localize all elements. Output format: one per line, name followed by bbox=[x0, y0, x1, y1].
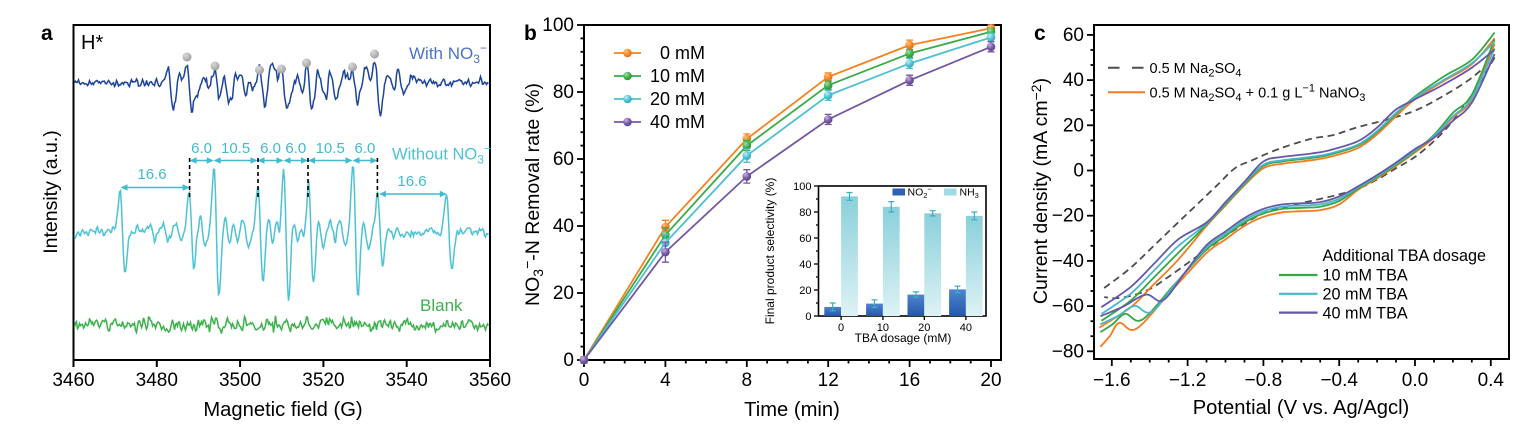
svg-text:16.6: 16.6 bbox=[137, 166, 166, 183]
svg-text:40: 40 bbox=[799, 259, 811, 271]
svg-text:20 mM TBA: 20 mM TBA bbox=[1323, 286, 1408, 304]
svg-text:0: 0 bbox=[1073, 161, 1084, 182]
svg-text:Intensity (a.u.): Intensity (a.u.) bbox=[40, 130, 62, 254]
svg-text:20: 20 bbox=[1063, 115, 1084, 136]
svg-text:−1.2: −1.2 bbox=[1169, 370, 1207, 391]
svg-text:Potential (V vs. Ag/Agcl): Potential (V vs. Ag/Agcl) bbox=[1193, 397, 1410, 419]
svg-text:−0.4: −0.4 bbox=[1320, 370, 1358, 391]
svg-text:Final product selectivity (%): Final product selectivity (%) bbox=[763, 178, 777, 325]
svg-text:4: 4 bbox=[660, 370, 671, 391]
svg-text:0 mM: 0 mM bbox=[660, 43, 705, 63]
svg-text:−60: −60 bbox=[1052, 296, 1084, 317]
svg-text:10.5: 10.5 bbox=[316, 140, 345, 157]
svg-text:3460: 3460 bbox=[52, 370, 94, 391]
svg-text:3540: 3540 bbox=[386, 370, 428, 391]
svg-text:0.5 M Na2SO4: 0.5 M Na2SO4 bbox=[1150, 61, 1242, 80]
svg-text:20: 20 bbox=[918, 322, 930, 334]
svg-text:8: 8 bbox=[742, 370, 753, 391]
svg-text:0.0: 0.0 bbox=[1402, 370, 1428, 391]
svg-text:Blank: Blank bbox=[420, 296, 463, 315]
svg-text:Time (min): Time (min) bbox=[744, 399, 840, 421]
svg-text:6.0: 6.0 bbox=[191, 140, 212, 157]
svg-text:16.6: 16.6 bbox=[397, 173, 426, 190]
svg-text:Magnetic field (G): Magnetic field (G) bbox=[203, 399, 362, 421]
svg-text:20 mM: 20 mM bbox=[650, 89, 705, 109]
svg-text:6.0: 6.0 bbox=[354, 140, 375, 157]
svg-text:Without NO3−: Without NO3− bbox=[392, 142, 491, 167]
svg-text:0: 0 bbox=[838, 322, 844, 334]
svg-text:80: 80 bbox=[799, 207, 811, 219]
svg-text:60: 60 bbox=[553, 149, 574, 170]
svg-text:60: 60 bbox=[1063, 25, 1084, 46]
svg-text:80: 80 bbox=[553, 82, 574, 103]
svg-text:10.5: 10.5 bbox=[221, 140, 250, 157]
svg-text:−0.8: −0.8 bbox=[1245, 370, 1283, 391]
svg-text:−80: −80 bbox=[1052, 341, 1084, 362]
svg-text:10 mM: 10 mM bbox=[650, 66, 705, 86]
svg-text:40: 40 bbox=[960, 322, 972, 334]
svg-text:a: a bbox=[41, 22, 53, 45]
svg-text:100: 100 bbox=[542, 15, 574, 36]
svg-text:40 mM: 40 mM bbox=[650, 112, 705, 132]
svg-text:−40: −40 bbox=[1052, 251, 1084, 272]
svg-text:60: 60 bbox=[799, 233, 811, 245]
svg-text:3520: 3520 bbox=[302, 370, 344, 391]
svg-text:3500: 3500 bbox=[219, 370, 261, 391]
svg-text:NH3: NH3 bbox=[960, 187, 979, 201]
svg-text:20: 20 bbox=[553, 283, 574, 304]
svg-text:0.4: 0.4 bbox=[1478, 370, 1505, 391]
svg-text:6.0: 6.0 bbox=[260, 140, 281, 157]
svg-text:c: c bbox=[1034, 22, 1046, 45]
svg-text:Current density (mA cm−2): Current density (mA cm−2) bbox=[1028, 78, 1052, 304]
svg-text:0: 0 bbox=[805, 311, 811, 323]
svg-text:H*: H* bbox=[81, 32, 103, 54]
svg-text:0.5 M Na2SO4 + 0.1 g L−1 NaNO3: 0.5 M Na2SO4 + 0.1 g L−1 NaNO3 bbox=[1150, 82, 1366, 104]
svg-text:0: 0 bbox=[579, 370, 590, 391]
svg-text:40: 40 bbox=[1063, 70, 1084, 91]
svg-text:100: 100 bbox=[793, 181, 811, 193]
svg-text:−20: −20 bbox=[1052, 206, 1084, 227]
svg-text:3480: 3480 bbox=[136, 370, 178, 391]
svg-text:NO3−-N Removal rate (%): NO3−-N Removal rate (%) bbox=[519, 83, 546, 306]
svg-text:0: 0 bbox=[563, 350, 574, 371]
svg-text:6.0: 6.0 bbox=[285, 140, 306, 157]
svg-text:40: 40 bbox=[553, 216, 574, 237]
svg-text:10: 10 bbox=[877, 322, 889, 334]
svg-text:10 mM TBA: 10 mM TBA bbox=[1323, 267, 1408, 285]
svg-text:12: 12 bbox=[818, 370, 839, 391]
svg-text:TBA dosage (mM): TBA dosage (mM) bbox=[855, 331, 952, 345]
svg-text:Additional TBA dosage: Additional TBA dosage bbox=[1323, 247, 1487, 265]
svg-text:3560: 3560 bbox=[469, 370, 511, 391]
svg-text:20: 20 bbox=[980, 370, 1001, 391]
svg-text:16: 16 bbox=[899, 370, 920, 391]
svg-text:−1.6: −1.6 bbox=[1093, 370, 1131, 391]
svg-text:b: b bbox=[524, 22, 537, 45]
svg-text:20: 20 bbox=[799, 285, 811, 297]
svg-text:40 mM TBA: 40 mM TBA bbox=[1323, 304, 1408, 322]
